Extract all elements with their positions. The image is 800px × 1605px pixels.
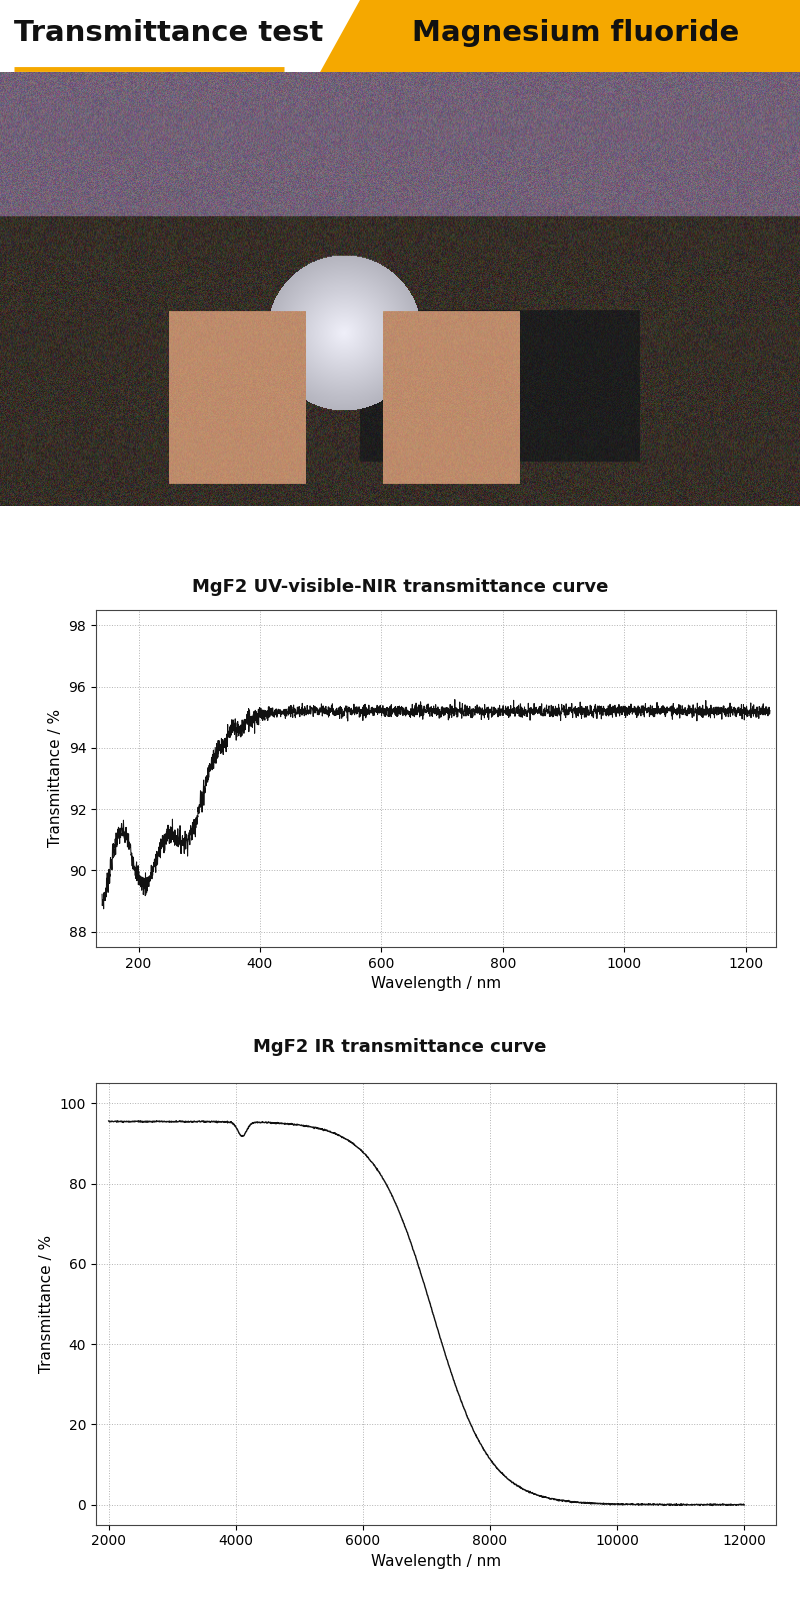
Text: Transmittance test: Transmittance test	[14, 19, 324, 47]
Y-axis label: Transmittance / %: Transmittance / %	[48, 709, 63, 847]
Text: MgF2 IR transmittance curve: MgF2 IR transmittance curve	[254, 1038, 546, 1056]
Y-axis label: Transmittance / %: Transmittance / %	[39, 1234, 54, 1374]
X-axis label: Wavelength / nm: Wavelength / nm	[371, 1554, 501, 1570]
X-axis label: Wavelength / nm: Wavelength / nm	[371, 976, 501, 992]
Polygon shape	[320, 0, 800, 72]
Text: MgF2 UV-visible-NIR transmittance curve: MgF2 UV-visible-NIR transmittance curve	[192, 578, 608, 595]
Text: Magnesium fluoride: Magnesium fluoride	[412, 19, 740, 47]
